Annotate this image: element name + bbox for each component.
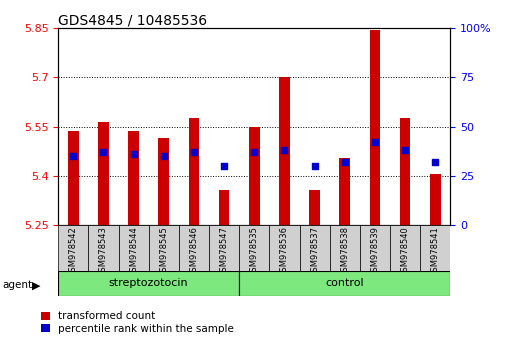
- Bar: [58, 225, 88, 271]
- Point: [400, 147, 409, 153]
- Bar: [58, 271, 239, 296]
- Legend: transformed count, percentile rank within the sample: transformed count, percentile rank withi…: [40, 312, 234, 334]
- Bar: [248, 126, 259, 225]
- Bar: [269, 225, 299, 271]
- Text: GSM978545: GSM978545: [159, 226, 168, 277]
- Bar: [239, 225, 269, 271]
- Bar: [128, 131, 138, 225]
- Text: GSM978539: GSM978539: [370, 226, 379, 277]
- Point: [370, 139, 378, 145]
- Point: [340, 159, 348, 165]
- Bar: [188, 118, 199, 225]
- Point: [189, 149, 197, 155]
- Text: GSM978538: GSM978538: [339, 226, 348, 277]
- Text: control: control: [325, 278, 364, 288]
- Point: [250, 149, 258, 155]
- Bar: [178, 225, 209, 271]
- Bar: [218, 190, 229, 225]
- Text: GSM978541: GSM978541: [430, 226, 439, 277]
- Bar: [148, 225, 178, 271]
- Bar: [419, 225, 449, 271]
- Bar: [309, 190, 319, 225]
- Point: [129, 151, 137, 157]
- Text: GSM978547: GSM978547: [219, 226, 228, 277]
- Point: [99, 149, 107, 155]
- Bar: [329, 225, 359, 271]
- Text: agent: agent: [3, 280, 33, 290]
- Text: GSM978540: GSM978540: [400, 226, 409, 277]
- Text: GSM978537: GSM978537: [310, 226, 319, 277]
- Bar: [359, 225, 389, 271]
- Text: GSM978535: GSM978535: [249, 226, 258, 277]
- Point: [310, 163, 318, 169]
- Bar: [279, 78, 289, 225]
- Text: streptozotocin: streptozotocin: [109, 278, 188, 288]
- Bar: [98, 122, 109, 225]
- Bar: [429, 174, 440, 225]
- Text: GDS4845 / 10485536: GDS4845 / 10485536: [58, 13, 207, 27]
- Point: [160, 153, 168, 159]
- Bar: [68, 131, 78, 225]
- Point: [69, 153, 77, 159]
- Bar: [88, 225, 118, 271]
- Bar: [239, 271, 449, 296]
- Bar: [299, 225, 329, 271]
- Bar: [389, 225, 419, 271]
- Bar: [369, 30, 379, 225]
- Bar: [118, 225, 148, 271]
- Point: [430, 159, 438, 165]
- Text: GSM978536: GSM978536: [279, 226, 288, 277]
- Bar: [158, 138, 169, 225]
- Text: GSM978543: GSM978543: [99, 226, 108, 277]
- Bar: [339, 158, 349, 225]
- Bar: [209, 225, 239, 271]
- Text: GSM978542: GSM978542: [69, 226, 78, 277]
- Text: ▶: ▶: [32, 281, 40, 291]
- Text: GSM978546: GSM978546: [189, 226, 198, 277]
- Text: GSM978544: GSM978544: [129, 226, 138, 277]
- Bar: [399, 118, 410, 225]
- Point: [220, 163, 228, 169]
- Point: [280, 147, 288, 153]
